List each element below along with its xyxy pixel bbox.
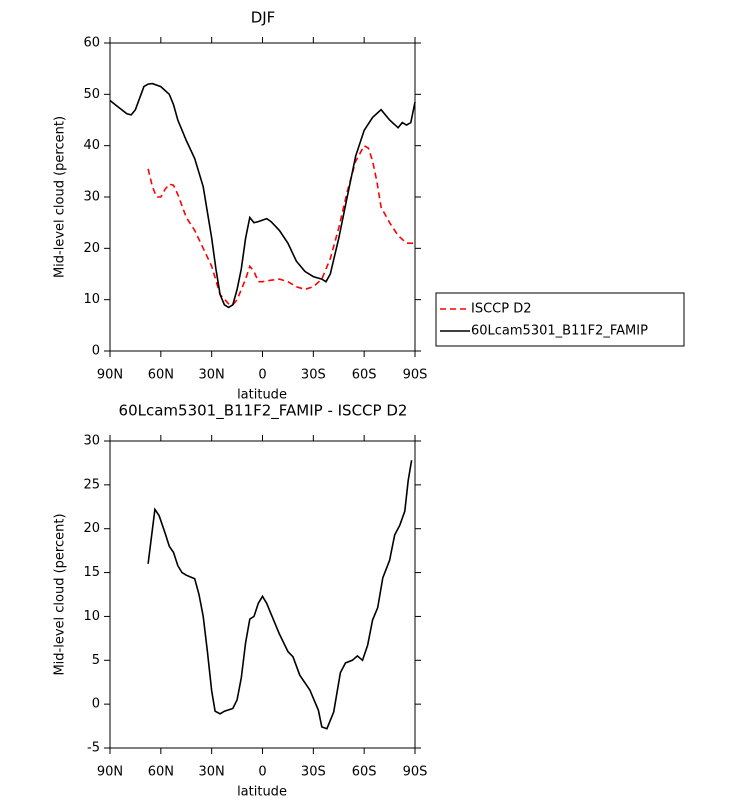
x-tick-label: 30S — [301, 765, 326, 780]
x-tick-label: 30N — [199, 765, 225, 780]
y-tick-label: 0 — [92, 697, 100, 712]
x-tick-label: 60N — [148, 765, 174, 780]
y-tick-label: 60 — [83, 36, 100, 51]
y-tick-label: 30 — [83, 190, 100, 205]
y-tick-label: 5 — [92, 653, 100, 668]
x-tick-label: 90N — [97, 368, 123, 383]
y-tick-label: 50 — [83, 87, 100, 102]
x-tick-label: 0 — [258, 765, 266, 780]
y-axis-label: Mid-level cloud (percent) — [53, 116, 68, 278]
y-tick-label: 30 — [83, 434, 100, 449]
x-tick-label: 0 — [258, 368, 266, 383]
y-tick-label: 10 — [83, 292, 100, 307]
y-axis-label: Mid-level cloud (percent) — [53, 513, 68, 675]
plot-frame — [109, 440, 416, 749]
y-tick-label: 10 — [83, 609, 100, 624]
x-tick-label: 30N — [199, 368, 225, 383]
x-axis-label: latitude — [237, 785, 287, 800]
chart-title: 60Lcam5301_B11F2_FAMIP - ISCCP D2 — [119, 402, 408, 421]
y-tick-label: 20 — [83, 521, 100, 536]
x-axis-label: latitude — [237, 388, 287, 403]
legend-label: 60Lcam5301_B11F2_FAMIP — [471, 324, 648, 339]
x-tick-label: 60S — [352, 765, 377, 780]
legend-box — [435, 292, 685, 347]
plot-frame — [109, 42, 416, 352]
x-tick-label: 60S — [352, 368, 377, 383]
y-tick-label: 0 — [92, 344, 100, 359]
data-line — [109, 82, 416, 309]
y-tick-label: 25 — [83, 477, 100, 492]
y-tick-label: 20 — [83, 241, 100, 256]
x-tick-label: 90N — [97, 765, 123, 780]
legend-label: ISCCP D2 — [471, 302, 532, 317]
y-tick-label: 40 — [83, 138, 100, 153]
data-line — [147, 144, 415, 306]
x-tick-label: 90S — [403, 368, 428, 383]
chart-title: DJF — [251, 9, 276, 27]
x-tick-label: 60N — [148, 368, 174, 383]
x-tick-label: 30S — [301, 368, 326, 383]
y-tick-label: 15 — [83, 565, 100, 580]
y-tick-label: -5 — [87, 741, 100, 756]
data-line — [147, 460, 413, 730]
x-tick-label: 90S — [403, 765, 428, 780]
